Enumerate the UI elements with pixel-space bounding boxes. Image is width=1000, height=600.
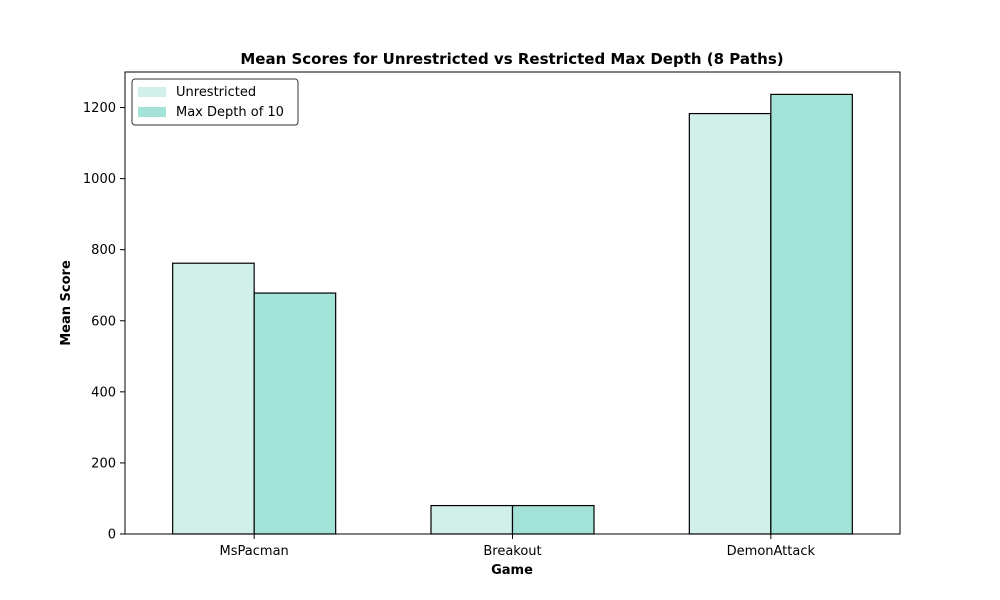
chart-title: Mean Scores for Unrestricted vs Restrict… <box>240 50 783 68</box>
x-tick-label: Breakout <box>483 544 541 559</box>
y-axis-label: Mean Score <box>59 260 74 346</box>
bar-breakout-series-1 <box>430 504 514 535</box>
bar-mspacman-series-2 <box>253 292 337 535</box>
legend-swatch <box>138 87 166 97</box>
x-axis-label: Game <box>491 563 533 578</box>
x-tick-label: MsPacman <box>220 544 289 559</box>
y-tick-label: 1000 <box>83 172 116 187</box>
bar-mspacman-series-1 <box>172 262 255 535</box>
y-tick-label: 600 <box>91 314 116 329</box>
legend-box <box>131 78 299 126</box>
y-axis: 0 200 400 600 800 1000 1200 <box>83 101 125 543</box>
legend-swatch <box>138 107 166 117</box>
legend-label: Max Depth of 10 <box>176 105 284 120</box>
legend: Unrestricted Max Depth of 10 <box>131 78 299 126</box>
y-tick-label: 1200 <box>83 101 116 116</box>
bar-demonattack-series-1 <box>688 112 772 535</box>
bar-demonattack-series-2 <box>770 93 853 535</box>
y-tick-label: 200 <box>91 456 116 471</box>
x-axis: MsPacman Breakout DemonAttack <box>220 534 816 559</box>
bars-group <box>172 93 853 535</box>
bar-breakout-series-2 <box>511 504 595 535</box>
y-tick-label: 0 <box>108 528 116 543</box>
x-tick-label: DemonAttack <box>727 544 816 559</box>
legend-label: Unrestricted <box>176 85 256 100</box>
y-tick-label: 800 <box>91 243 116 258</box>
y-tick-label: 400 <box>91 385 116 400</box>
